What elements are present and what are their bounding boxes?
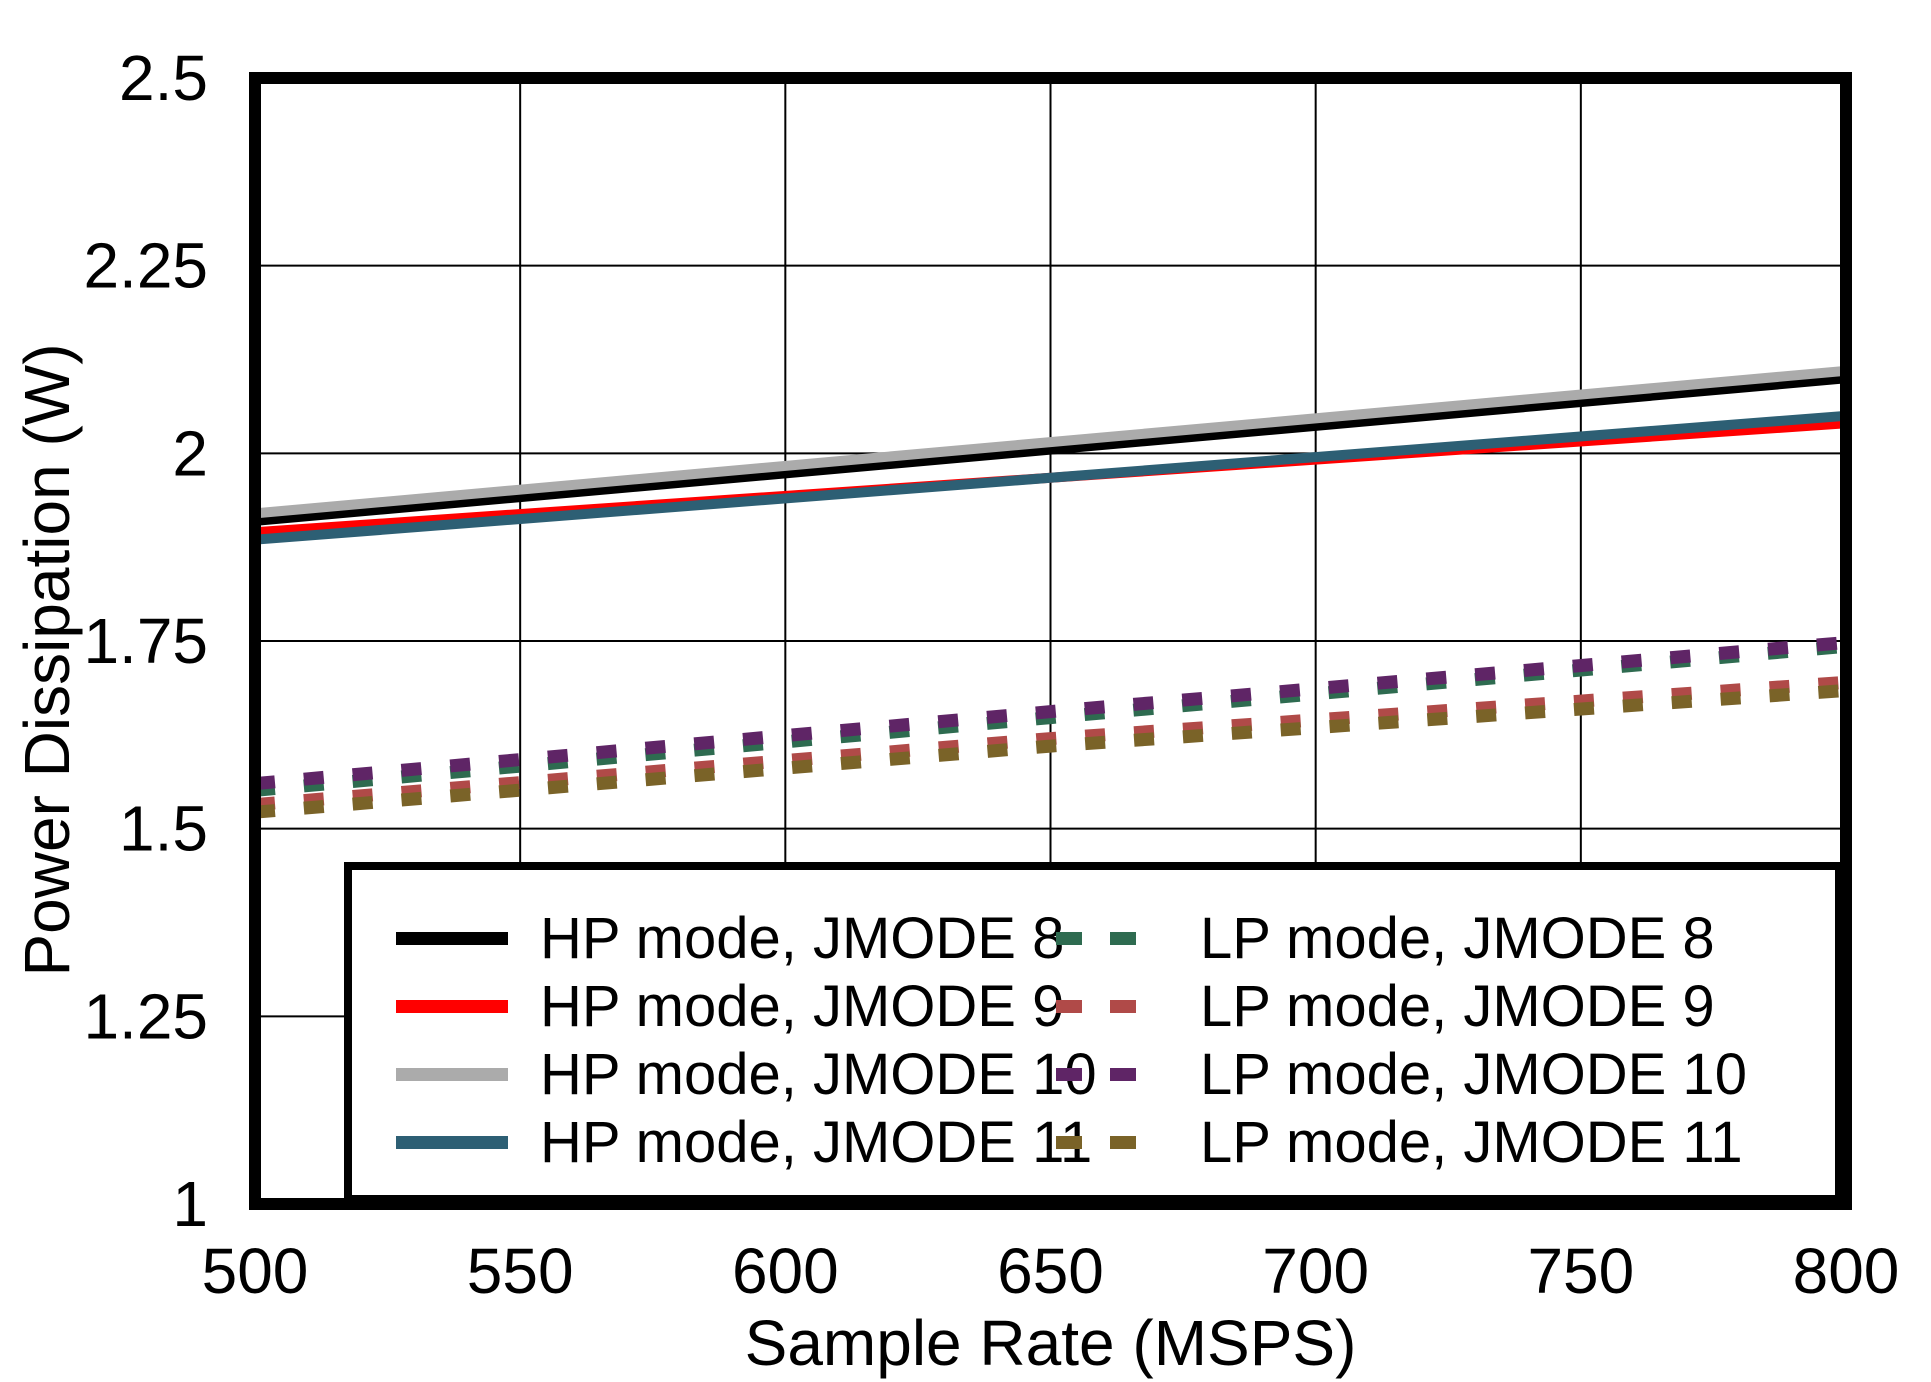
legend-swatch-dashed-line — [1056, 1067, 1136, 1081]
y-axis-title: Power Dissipation (W) — [11, 343, 83, 977]
x-tick-label: 500 — [202, 1235, 309, 1307]
legend-row: HP mode, JMODE 10 LP mode, JMODE 10 — [352, 1040, 1835, 1108]
y-tick-label: 2 — [172, 417, 208, 489]
legend-row: HP mode, JMODE 11 LP mode, JMODE 11 — [352, 1108, 1835, 1176]
series-line — [254, 373, 1847, 526]
y-tick-label: 2.5 — [119, 42, 208, 114]
x-tick-label: 550 — [467, 1235, 574, 1307]
y-tick-label: 2.25 — [83, 230, 208, 302]
legend-swatch-solid-line — [396, 1135, 508, 1149]
legend-swatch-dashed-line — [1056, 1135, 1136, 1149]
plot-border — [249, 72, 1852, 1210]
series-line — [254, 636, 1847, 791]
legend: HP mode, JMODE 8 LP mode, JMODE 8 HP mode,… — [344, 862, 1843, 1203]
series-line — [254, 684, 1847, 819]
legend-item-label: LP mode, JMODE 10 — [1200, 1041, 1747, 1107]
legend-item-label: HP mode, JMODE 8 — [540, 905, 1065, 971]
legend-item-label: LP mode, JMODE 11 — [1200, 1109, 1743, 1175]
legend-row: HP mode, JMODE 8 LP mode, JMODE 8 — [352, 904, 1835, 972]
x-tick-label: 800 — [1793, 1235, 1900, 1307]
y-tick-label: 1.5 — [119, 793, 208, 865]
legend-item-label: LP mode, JMODE 8 — [1200, 905, 1715, 971]
legend-swatch-solid-line — [396, 931, 508, 945]
y-tick-label: 1 — [172, 1168, 208, 1240]
x-axis-title: Sample Rate (MSPS) — [744, 1307, 1357, 1379]
y-tick-label: 1.75 — [83, 605, 208, 677]
legend-swatch-dashed-line — [1056, 931, 1136, 945]
legend-item-label: HP mode, JMODE 10 — [540, 1041, 1097, 1107]
series-line — [254, 365, 1847, 519]
legend-swatch-solid-line — [396, 999, 508, 1013]
series-line — [254, 675, 1847, 812]
legend-item-label: HP mode, JMODE 9 — [540, 973, 1065, 1039]
y-tick-label: 1.25 — [83, 980, 208, 1052]
x-tick-label: 650 — [997, 1235, 1104, 1307]
x-tick-label: 700 — [1262, 1235, 1369, 1307]
series-line — [254, 410, 1847, 545]
legend-swatch-dashed-line — [1056, 999, 1136, 1013]
legend-item-label: LP mode, JMODE 9 — [1200, 973, 1715, 1039]
legend-item-label: HP mode, JMODE 11 — [540, 1109, 1093, 1175]
legend-swatch-solid-line — [396, 1067, 508, 1081]
legend-row: HP mode, JMODE 9 LP mode, JMODE 9 — [352, 972, 1835, 1040]
x-tick-label: 750 — [1527, 1235, 1634, 1307]
x-tick-label: 600 — [732, 1235, 839, 1307]
